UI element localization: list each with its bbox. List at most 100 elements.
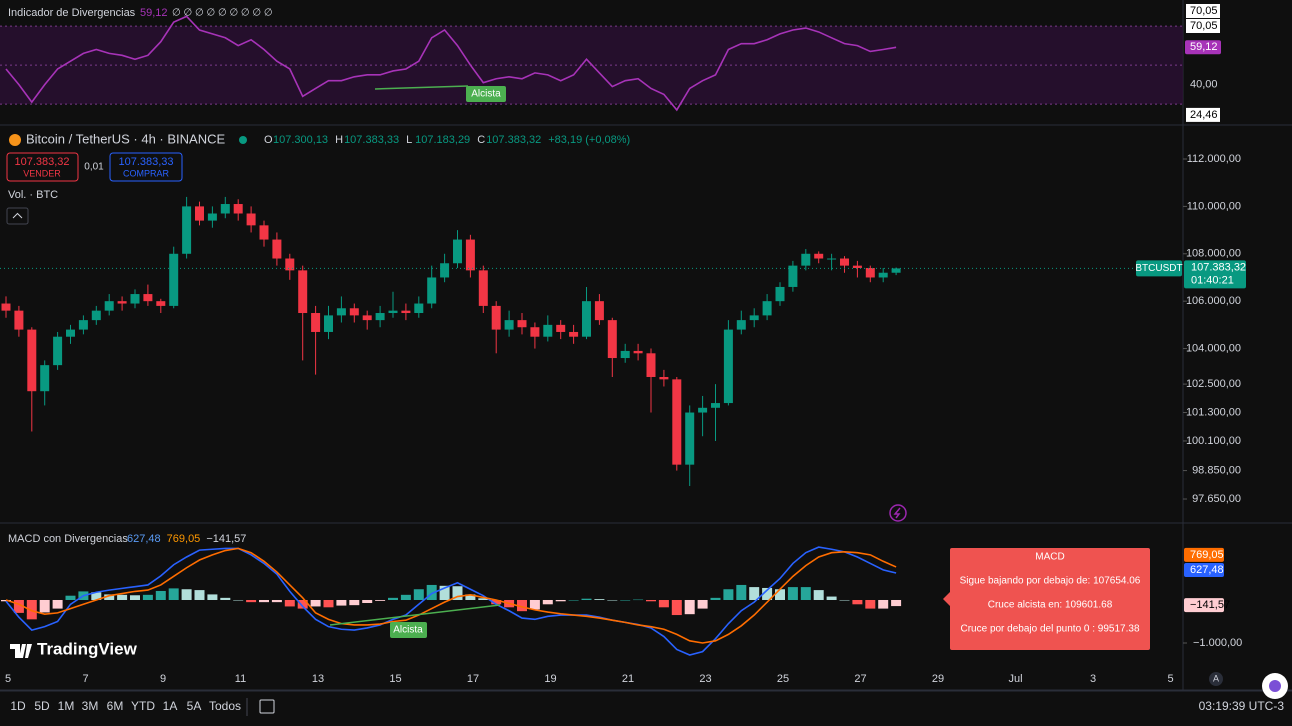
histogram-bar (736, 584, 747, 600)
candle-body (801, 253, 811, 266)
histogram-bar (426, 584, 437, 600)
histogram-bar (104, 594, 115, 600)
pane-value: 59,12 (140, 7, 168, 19)
macd-line (5, 546, 897, 656)
range-button[interactable]: 5D (34, 699, 50, 713)
histogram-bar (310, 599, 321, 607)
x-tick-label: 11 (235, 673, 246, 685)
legend-value: 627,48 (127, 533, 161, 545)
candle-body (582, 301, 591, 337)
scale-label-bg (1186, 18, 1220, 33)
candle-body (259, 225, 269, 240)
y-tick-label: 100.100,00 (1186, 435, 1241, 447)
candle-body (569, 331, 579, 337)
ohlc-change: +83,19 (+0,08%) (548, 134, 630, 146)
range-button[interactable]: YTD (131, 699, 155, 713)
candle-body (1, 303, 11, 311)
histogram-bar (336, 599, 347, 606)
brand: TradingView (37, 639, 138, 658)
range-button[interactable]: 1M (58, 699, 75, 713)
candle-body (607, 320, 617, 359)
histogram-bar (65, 595, 76, 600)
alert-line: Cruce alcista en: 109601.68 (988, 600, 1113, 611)
candle-body (646, 353, 656, 377)
candle-body (865, 267, 875, 278)
x-tick-label: 3 (1090, 673, 1096, 685)
candle-body (594, 301, 604, 321)
collapse-button[interactable] (6, 207, 29, 225)
ohlc-value: 107.183,29 (415, 134, 470, 146)
candle-body (840, 258, 849, 266)
candle-body (685, 412, 695, 465)
histogram-bar (826, 596, 837, 600)
last-value-box (1184, 598, 1224, 613)
sell-button[interactable] (6, 152, 79, 182)
divergence-line (374, 85, 469, 90)
y-tick-label: −1.000,00 (1193, 637, 1242, 649)
candle-body (427, 277, 437, 304)
histogram-bar (465, 594, 476, 600)
x-tick-label: 5 (1167, 673, 1173, 685)
histogram-bar (400, 594, 411, 600)
candle-body (207, 213, 217, 221)
x-tick-label: Jul (1008, 673, 1022, 685)
histogram-bar (620, 599, 631, 601)
candle-body (246, 213, 256, 226)
x-tick-label: 13 (312, 673, 324, 685)
candle-body (891, 268, 901, 273)
y-tick-label: 104.000,00 (1186, 342, 1241, 354)
candle-body (14, 310, 24, 330)
range-button[interactable]: 6M (107, 699, 124, 713)
histogram-bar (388, 597, 398, 600)
histogram-bar (246, 599, 257, 603)
histogram-bar (26, 599, 37, 620)
range-button[interactable]: 1D (10, 699, 26, 713)
histogram-bar (594, 599, 605, 600)
last-value-box (1184, 563, 1224, 578)
y-tick-label: 24,46 (1190, 109, 1218, 121)
range-button[interactable]: 1A (163, 699, 178, 713)
annotation-box (466, 86, 506, 102)
histogram-bar (259, 599, 269, 603)
buy-price: 107.383,33 (118, 156, 173, 168)
range-button[interactable]: 3M (82, 699, 99, 713)
histogram-bar (271, 599, 282, 603)
y-tick-label: 106.000,00 (1186, 295, 1241, 307)
histogram-bar (349, 599, 360, 606)
y-tick-label: 110.000,00 (1187, 200, 1241, 212)
alert-pointer (943, 592, 950, 606)
candle-body (53, 336, 63, 366)
clock: 03:19:39 UTC-3 (1199, 699, 1285, 713)
x-tick-label: 19 (544, 673, 556, 685)
alert-box (950, 548, 1150, 650)
buy-button[interactable] (109, 152, 183, 182)
histogram-bar (142, 594, 153, 600)
candle-body (401, 310, 411, 314)
x-tick-label: 9 (160, 673, 166, 685)
candle-body (517, 320, 527, 328)
assistant-icon (1269, 680, 1281, 692)
candle-body (465, 239, 475, 271)
range-button[interactable]: Todos (209, 699, 241, 713)
legend-value: 769,05 (167, 533, 201, 545)
histogram-bar (323, 599, 334, 608)
candle-body (362, 315, 372, 321)
candle-body (91, 310, 101, 321)
x-tick-label: 5 (5, 673, 11, 685)
ohlc-key: O (264, 134, 273, 146)
candle-body (659, 376, 669, 380)
rsi-line (5, 15, 897, 112)
candle-body (852, 265, 862, 268)
y-tick-label: 70,05 (1190, 20, 1218, 32)
date-range-icon[interactable] (259, 699, 275, 714)
histogram-bar (878, 599, 889, 609)
range-button[interactable]: 5A (187, 699, 202, 713)
macd-line (5, 547, 897, 644)
candle-body (633, 350, 643, 354)
auto-scale[interactable] (1209, 672, 1223, 686)
histogram-bar (91, 592, 102, 600)
histogram-bar (168, 588, 179, 600)
histogram-bar (13, 599, 24, 613)
histogram-bar (891, 599, 902, 607)
histogram-bar (839, 599, 850, 601)
